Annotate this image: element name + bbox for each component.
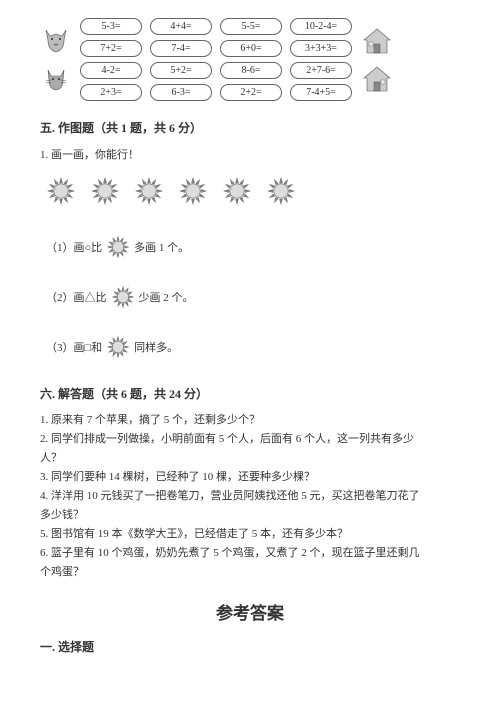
section5-title: 五. 作图题（共 1 题，共 6 分）: [40, 119, 460, 136]
eq-cell: 5-5=: [220, 18, 282, 35]
eq-col-4: 10-2-4= 3+3+3= 2+7-6= 7-4+5=: [290, 18, 352, 101]
subq1-pre: （1）画○比: [46, 239, 102, 255]
q1: 1. 原来有 7 个苹果，摘了 5 个，还剩多少个？: [40, 412, 460, 429]
house-icon: [360, 64, 394, 94]
right-icon-column: [360, 26, 394, 94]
answers-sub1: 一. 选择题: [40, 638, 460, 655]
sun-icon: [134, 176, 164, 209]
subq-1: （1）画○比 多画 1 个。: [46, 235, 460, 259]
q6a: 6. 篮子里有 10 个鸡蛋，奶奶先煮了 5 个鸡蛋，又煮了 2 个，现在篮子里…: [40, 545, 460, 562]
q3: 3. 同学们要种 14 棵树，已经种了 10 棵，还要种多少棵？: [40, 469, 460, 486]
eq-cell: 4+4=: [150, 18, 212, 35]
eq-col-1: 5-3= 7+2= 4-2= 2+3=: [80, 18, 142, 101]
cat-icon: [40, 64, 72, 94]
equation-grid: 5-3= 7+2= 4-2= 2+3= 4+4= 7-4= 5+2= 6-3= …: [40, 18, 460, 101]
subq3-pre: （3）画□和: [46, 339, 102, 355]
eq-cell: 8-6=: [220, 62, 282, 79]
section6-title: 六. 解答题（共 6 题，共 24 分）: [40, 385, 460, 402]
sun-icon: [111, 285, 135, 309]
subq2-post: 少画 2 个。: [139, 289, 194, 305]
q2a: 2. 同学们排成一列做操，小明前面有 5 个人，后面有 6 个人，这一列共有多少: [40, 431, 460, 448]
fox-icon: [40, 26, 72, 56]
subq2-pre: （2）画△比: [46, 289, 107, 305]
eq-cell: 6-3=: [150, 84, 212, 101]
subq-3: （3）画□和 同样多。: [46, 335, 460, 359]
section5-prompt: 1. 画一画，你能行！: [40, 146, 460, 162]
sun-icon: [222, 176, 252, 209]
answers-title: 参考答案: [40, 599, 460, 624]
q2b: 人？: [40, 450, 460, 467]
q4b: 多少钱？: [40, 507, 460, 524]
left-icon-column: [40, 26, 72, 94]
q6b: 个鸡蛋？: [40, 564, 460, 581]
eq-cell: 10-2-4=: [290, 18, 352, 35]
eq-cell: 7+2=: [80, 40, 142, 57]
q5: 5. 图书馆有 19 本《数学大王》，已经借走了 5 本，还有多少本？: [40, 526, 460, 543]
eq-cell: 2+2=: [220, 84, 282, 101]
eq-col-2: 4+4= 7-4= 5+2= 6-3=: [150, 18, 212, 101]
q4a: 4. 洋洋用 10 元钱买了一把卷笔刀，营业员阿姨找还他 5 元，买这把卷笔刀花…: [40, 488, 460, 505]
sun-icon: [106, 235, 130, 259]
eq-cell: 3+3+3=: [290, 40, 352, 57]
eq-cell: 2+3=: [80, 84, 142, 101]
sun-icon: [90, 176, 120, 209]
eq-cell: 7-4+5=: [290, 84, 352, 101]
eq-cell: 5+2=: [150, 62, 212, 79]
eq-cell: 5-3=: [80, 18, 142, 35]
eq-cell: 2+7-6=: [290, 62, 352, 79]
word-problems: 1. 原来有 7 个苹果，摘了 5 个，还剩多少个？ 2. 同学们排成一列做操，…: [40, 412, 460, 581]
subq1-post: 多画 1 个。: [134, 239, 189, 255]
sun-row: [46, 176, 460, 209]
sun-icon: [266, 176, 296, 209]
eq-cell: 7-4=: [150, 40, 212, 57]
subq3-post: 同样多。: [134, 339, 178, 355]
sun-icon: [178, 176, 208, 209]
sun-icon: [106, 335, 130, 359]
eq-cell: 6+0=: [220, 40, 282, 57]
house-icon: [360, 26, 394, 56]
sun-icon: [46, 176, 76, 209]
eq-col-3: 5-5= 6+0= 8-6= 2+2=: [220, 18, 282, 101]
eq-cell: 4-2=: [80, 62, 142, 79]
subq-2: （2）画△比 少画 2 个。: [46, 285, 460, 309]
